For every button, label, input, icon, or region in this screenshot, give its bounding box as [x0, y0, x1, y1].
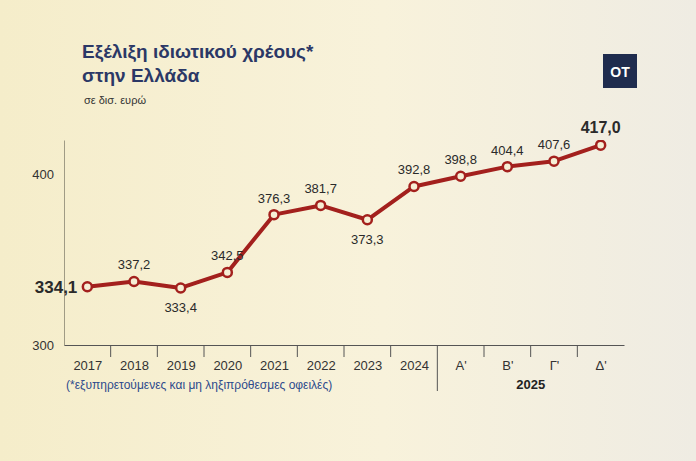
x-separator [390, 345, 391, 357]
data-label: 407,6 [538, 137, 571, 152]
logo-box [603, 54, 637, 88]
x-tick-label: 2019 [167, 358, 196, 373]
point [503, 162, 512, 171]
y-axis: 300 400 [32, 141, 64, 353]
x-tick: Δ' [596, 345, 607, 373]
x-tick-label: Δ' [596, 358, 607, 373]
x-tick: Β' [502, 345, 513, 373]
x-tick: 2023 [353, 345, 382, 373]
point [410, 182, 419, 191]
y-tick-label: 400 [32, 167, 54, 182]
point [363, 215, 372, 224]
x-separator [437, 345, 438, 391]
x-axis: 2017 2018 2019 2020 2021 2022 2023 2024 Α' Β' Γ' Δ' [65, 345, 625, 373]
x-tick: Γ' [550, 345, 560, 373]
x-separator [250, 345, 251, 357]
y-axis-line [64, 141, 65, 346]
x-tick: 2019 [167, 345, 196, 373]
x-separator [530, 345, 531, 357]
point [456, 172, 465, 181]
data-label: 404,4 [491, 143, 524, 158]
x-tick: 2024 [400, 345, 429, 373]
logo: OT [610, 64, 630, 80]
background [0, 0, 696, 461]
x-tick: Α' [456, 345, 467, 373]
x-separator [110, 345, 111, 357]
data-label: 333,4 [164, 300, 197, 315]
x-separator [577, 345, 578, 357]
plot-area [83, 141, 605, 293]
line [87, 145, 600, 288]
x-tick: 2018 [120, 345, 149, 373]
x-separator [204, 345, 205, 357]
y-tick-label: 300 [32, 338, 54, 353]
x-tick-label: Γ' [550, 358, 560, 373]
point [130, 277, 139, 286]
point [596, 141, 605, 150]
x-separator [344, 345, 345, 357]
x-tick-label: 2022 [307, 358, 336, 373]
data-label: 392,8 [398, 162, 431, 177]
subtitle: σε δισ. ευρώ [84, 94, 146, 106]
x-tick: 2021 [260, 345, 289, 373]
note: (*εξυπηρετούμενες και μη ληξιπρόθεσμες ο… [66, 378, 332, 392]
x-tick-label: 2018 [120, 358, 149, 373]
point [83, 282, 92, 291]
x-tick: 2017 [73, 345, 102, 373]
x-separator [297, 345, 298, 357]
x-separator [484, 345, 485, 357]
x-tick: 2022 [307, 345, 336, 373]
point [176, 283, 185, 292]
data-label: 342,5 [211, 248, 244, 263]
x-tick-label: Α' [456, 358, 467, 373]
x-tick-label: 2021 [260, 358, 289, 373]
x-group-label: 2025 [516, 377, 545, 392]
y-tick: 400 [32, 167, 64, 182]
point [316, 201, 325, 210]
data-label: 334,1 [35, 278, 78, 297]
x-tick-label: 2023 [353, 358, 382, 373]
x-tick-label: 2017 [73, 358, 102, 373]
data-label: 381,7 [304, 181, 337, 196]
data-label: 337,2 [118, 257, 151, 272]
data-label: 398,8 [444, 152, 477, 167]
data-label: 417,0 [581, 119, 621, 136]
point [223, 268, 232, 277]
title: Εξέλιξη ιδιωτικού χρέους*στην Ελλάδα [82, 41, 314, 86]
data-label: 376,3 [258, 191, 291, 206]
point [270, 210, 279, 219]
x-tick-label: 2024 [400, 358, 429, 373]
x-tick-label: 2020 [213, 358, 242, 373]
point [550, 157, 559, 166]
title-group: Εξέλιξη ιδιωτικού χρέους*στην Ελλάδα [82, 41, 314, 86]
data-label: 373,3 [351, 232, 384, 247]
x-tick: 2020 [213, 345, 242, 373]
y-tick: 300 [32, 338, 64, 353]
chart: Εξέλιξη ιδιωτικού χρέους*στην Ελλάδα σε δ… [0, 0, 696, 461]
x-tick-label: Β' [502, 358, 513, 373]
x-separator [157, 345, 158, 357]
